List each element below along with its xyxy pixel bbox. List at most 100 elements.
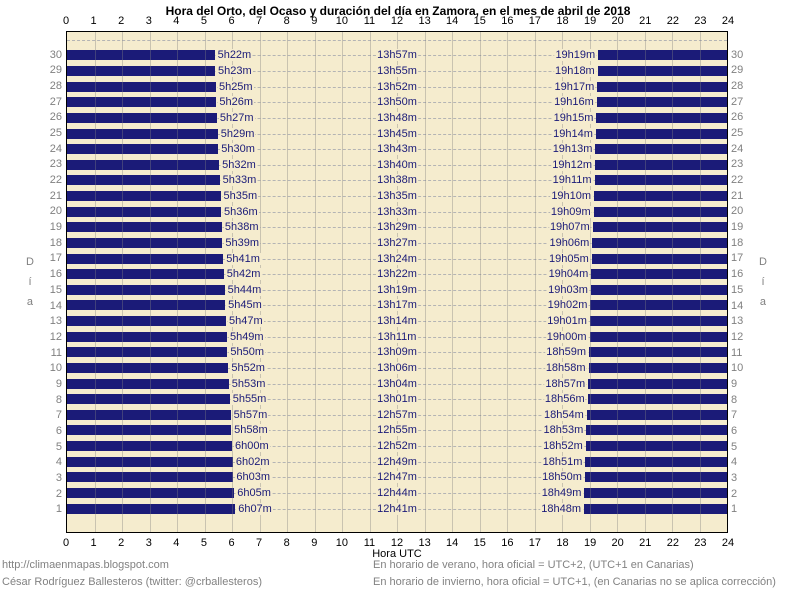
x-tick-label: 23 [694,537,707,549]
sunrise-time-label: 5h42m [225,268,262,281]
day-tick-label: 13 [49,315,62,328]
x-tick-label: 22 [666,537,679,549]
x-tick-label: 15 [473,15,486,27]
day-tick-label: 9 [731,377,738,390]
sunset-time-label: 19h00m [545,330,588,343]
hour-gridline [342,32,343,532]
sunset-time-label: 19h19m [554,49,597,62]
day-tick-label: 27 [731,95,744,108]
night-bar-before-sunrise [67,394,230,405]
hour-gridline [287,32,288,532]
day-tick-label: 1 [731,503,738,516]
sunset-time-label: 19h04m [547,268,590,281]
plot-area: 5h22m 13h57m 19h19m 5h23m 13h55m 19h18m 5h25m 1… [66,31,728,533]
x-tick-label: 18 [556,537,569,549]
x-tick-label: 0 [62,15,70,27]
day-tick-label: 27 [49,95,62,108]
day-duration-label: 12h41m [376,502,418,515]
day-duration-label: 12h57m [376,408,418,421]
night-bar-after-sunset [592,222,727,233]
night-bar-after-sunset [591,269,727,280]
sunrise-time-label: 5h52m [230,361,266,374]
sunset-time-label: 18h58m [544,361,587,374]
day-tick-label: 25 [49,126,62,139]
sunrise-time-label: 5h41m [225,252,261,265]
sunrise-time-label: 5h53m [230,377,267,390]
day-tick-label: 22 [49,174,62,187]
day-tick-label: 6 [55,425,62,438]
day-duration-label: 13h38m [376,174,418,187]
night-bar-before-sunrise [67,331,227,342]
day-duration-label: 12h44m [376,486,418,499]
x-tick-label: 10 [335,537,348,549]
footer-url: http://climaenmapas.blogspot.com [2,559,169,571]
hour-gridline [122,32,123,532]
night-bar-before-sunrise [67,487,235,498]
sunset-time-label: 18h53m [542,424,585,437]
y-axis-title-left: D í a [26,256,34,308]
day-tick-label: 28 [49,79,62,92]
x-tick-label: 1 [90,537,97,549]
night-bar-after-sunset [589,347,727,358]
day-tick-label: 17 [731,252,744,265]
night-bar-after-sunset [586,409,727,420]
day-tick-label: 17 [49,252,62,265]
night-bar-before-sunrise [67,97,217,108]
x-tick-label: 24 [721,537,735,549]
day-tick-label: 20 [731,205,744,218]
x-tick-label: 8 [283,537,290,549]
sunrise-time-label: 6h02m [234,455,271,468]
day-tick-label: 24 [731,142,744,155]
day-duration-label: 13h35m [376,190,418,203]
x-tick-label: 11 [363,15,376,27]
hour-gridline [644,32,646,532]
sunset-time-label: 19h05m [548,252,590,265]
x-tick-label: 18 [556,15,569,27]
sunset-time-label: 19h10m [550,190,593,203]
x-tick-label: 16 [501,537,514,549]
hour-gridline [589,32,591,532]
day-duration-label: 13h24m [376,252,418,265]
night-bar-before-sunrise [67,112,217,123]
day-tick-label: 19 [49,221,62,234]
day-duration-label: 13h55m [376,65,418,78]
night-bar-before-sunrise [67,206,221,217]
sunrise-time-label: 5h50m [229,346,266,359]
sunset-time-label: 19h14m [552,127,594,140]
sunset-time-label: 19h03m [547,283,589,296]
day-tick-label: 4 [731,456,738,469]
sunset-time-label: 19h15m [552,111,595,124]
x-tick-label: 5 [200,537,207,549]
day-duration-label: 12h49m [376,455,418,468]
night-bar-before-sunrise [67,456,233,467]
day-tick-label: 8 [55,393,62,406]
day-tick-label: 4 [55,456,62,469]
sunset-time-label: 19h06m [548,236,591,249]
x-tick-label: 19 [583,537,597,549]
x-tick-label: 21 [639,15,652,27]
sunset-time-label: 18h48m [540,502,582,515]
day-duration-label: 13h04m [376,377,418,390]
night-bar-after-sunset [598,50,727,61]
day-duration-label: 13h52m [376,80,418,93]
night-bar-before-sunrise [67,237,223,248]
x-tick-label: 4 [173,15,180,27]
night-bar-before-sunrise [67,81,216,92]
hour-gridline [149,32,151,532]
day-tick-label: 5 [731,440,738,453]
day-duration-label: 13h19m [376,283,418,296]
day-tick-label: 14 [49,299,62,312]
sunset-time-label: 18h54m [542,408,585,421]
x-tick-label: 2 [118,15,125,27]
sunset-time-label: 18h51m [541,455,584,468]
x-tick-label: 23 [694,15,707,27]
day-tick-label: 10 [731,362,744,375]
night-bar-after-sunset [589,331,727,342]
night-bar-before-sunrise [67,362,229,373]
night-bar-before-sunrise [67,175,220,186]
footer-right: En horario de verano, hora oficial = UTC… [373,557,776,591]
day-tick-label: 21 [49,189,62,202]
day-duration-label: 12h55m [376,424,418,437]
x-tick-label: 9 [311,15,318,27]
